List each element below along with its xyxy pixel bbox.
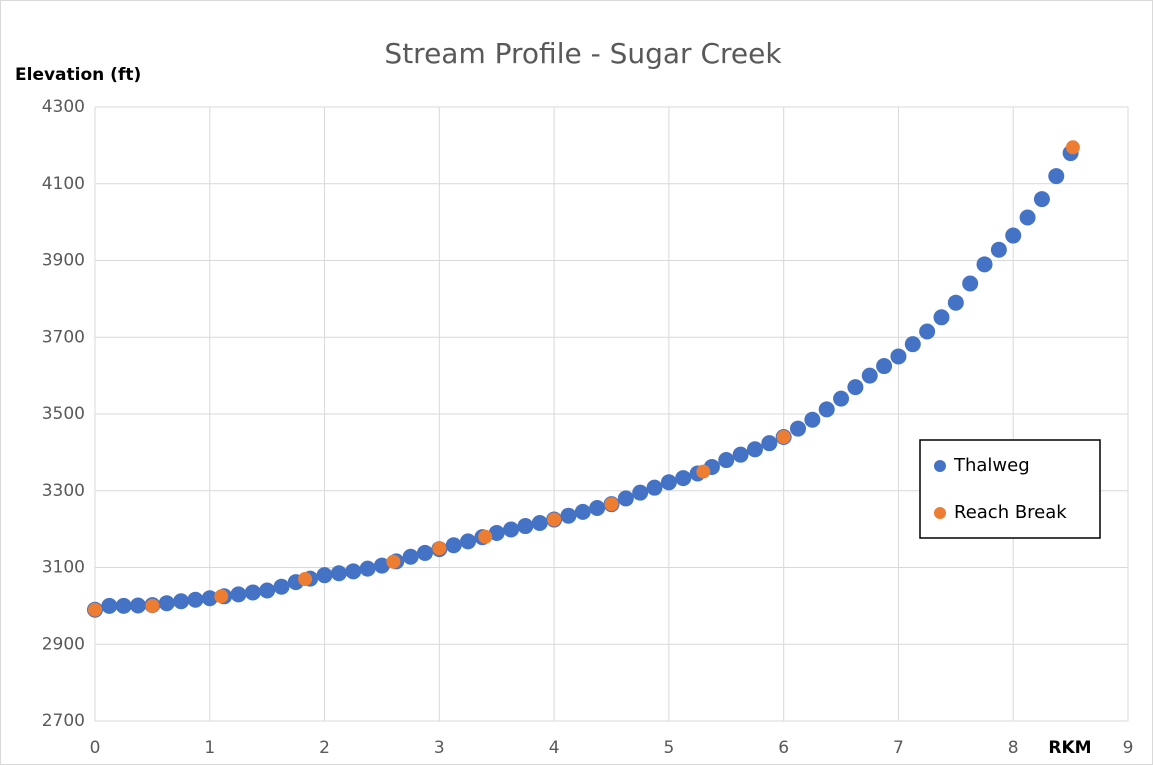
point (847, 379, 864, 396)
point (316, 567, 333, 584)
y-axis-label: Elevation (ft) (15, 65, 141, 85)
point (833, 390, 850, 407)
point (1065, 140, 1080, 155)
point (696, 464, 711, 479)
point (432, 541, 447, 556)
point (947, 294, 964, 311)
legend-box (919, 439, 1101, 539)
x-tick-label: 8 (1008, 738, 1019, 758)
x-tick-label: 6 (778, 738, 789, 758)
legend-marker (934, 507, 946, 519)
point (876, 358, 893, 375)
point (201, 590, 218, 607)
point (976, 256, 993, 273)
point (359, 560, 376, 577)
y-tick-label: 4100 (42, 174, 85, 194)
point (617, 490, 634, 507)
point (517, 518, 534, 535)
x-axis-label: RKM (1048, 738, 1091, 758)
point (904, 336, 921, 353)
y-tick-label: 2900 (42, 634, 85, 654)
point (173, 593, 190, 610)
point (560, 507, 577, 524)
point (531, 514, 548, 531)
point (574, 503, 591, 520)
point (445, 537, 462, 554)
x-tick-label: 0 (90, 738, 101, 758)
point (746, 441, 763, 458)
point (101, 597, 118, 614)
point (675, 470, 692, 487)
point (962, 275, 979, 292)
y-tick-label: 3300 (42, 481, 85, 501)
x-tick-label: 7 (893, 738, 904, 758)
chart-title: Stream Profile - Sugar Creek (384, 37, 782, 70)
point (1033, 191, 1050, 208)
point (158, 595, 175, 612)
point (804, 411, 821, 428)
y-tick-label: 3500 (42, 404, 85, 424)
point (330, 565, 347, 582)
y-tick-label: 2700 (42, 711, 85, 731)
point (890, 348, 907, 365)
point (416, 544, 433, 561)
point (732, 446, 749, 463)
point (660, 474, 677, 491)
point (503, 521, 520, 538)
x-tick-label: 2 (319, 738, 330, 758)
point (187, 591, 204, 608)
point (386, 554, 401, 569)
point (488, 524, 505, 541)
point (478, 529, 493, 544)
y-tick-label: 3100 (42, 558, 85, 578)
point (718, 452, 735, 469)
point (214, 589, 229, 604)
point (632, 484, 649, 501)
point (273, 578, 290, 595)
point (345, 563, 362, 580)
point (646, 479, 663, 496)
point (230, 586, 247, 603)
x-tick-label: 3 (434, 738, 445, 758)
point (115, 597, 132, 614)
point (460, 533, 477, 550)
point (145, 598, 160, 613)
x-tick-label: 1 (204, 738, 215, 758)
point (259, 582, 276, 599)
legend-marker (934, 460, 946, 472)
point (402, 548, 419, 565)
point (130, 597, 147, 614)
point (88, 602, 102, 617)
point (604, 497, 619, 512)
legend-label: Reach Break (954, 502, 1067, 523)
y-tick-label: 4300 (42, 97, 85, 117)
point (1005, 227, 1022, 244)
point (776, 430, 791, 445)
x-tick-label: 9 (1123, 738, 1134, 758)
x-tick-label: 5 (663, 738, 674, 758)
y-tick-label: 3900 (42, 251, 85, 271)
point (547, 512, 562, 527)
point (919, 323, 936, 340)
point (589, 500, 606, 517)
y-tick-label: 3700 (42, 327, 85, 347)
x-tick-label: 4 (549, 738, 560, 758)
point (790, 420, 807, 437)
point (761, 435, 778, 452)
point (244, 584, 261, 601)
point (818, 401, 835, 418)
point (1048, 168, 1065, 185)
point (373, 557, 390, 574)
point (990, 241, 1007, 258)
legend-label: Thalweg (953, 455, 1030, 476)
point (861, 367, 878, 384)
point (1019, 209, 1036, 226)
point (298, 572, 313, 587)
point (933, 309, 950, 326)
